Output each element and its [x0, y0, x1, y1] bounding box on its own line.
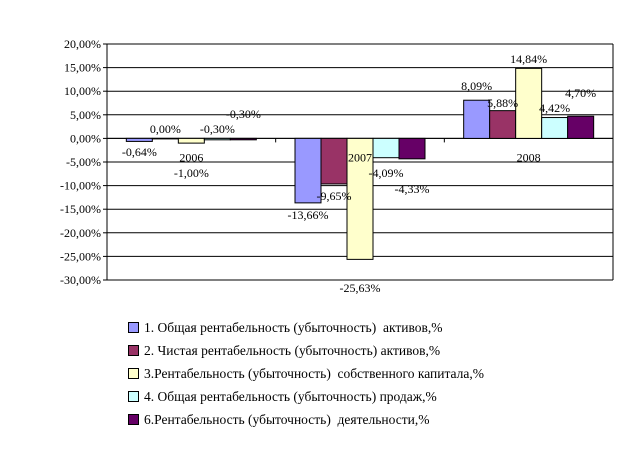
data-label: 4,70%	[565, 86, 596, 100]
y-tick-label: 10,00%	[64, 84, 101, 98]
chart-legend: 1. Общая рентабельность (убыточность) ак…	[128, 316, 484, 431]
legend-label: 6.Рентабельность (убыточность) деятельно…	[144, 412, 430, 427]
y-tick-label: -10,00%	[60, 179, 101, 193]
bar	[489, 110, 517, 139]
y-tick-label: 5,00%	[70, 108, 101, 122]
data-label: -0,64%	[122, 145, 157, 159]
bar	[515, 67, 543, 139]
legend-item: 2. Чистая рентабельность (убыточность) а…	[128, 339, 484, 362]
legend-swatch	[128, 368, 139, 379]
data-label: -25,63%	[340, 281, 381, 295]
y-tick-label: 15,00%	[64, 61, 101, 75]
legend-item: 1. Общая рентабельность (убыточность) ак…	[128, 316, 484, 339]
legend-item: 3.Рентабельность (убыточность) собственн…	[128, 362, 484, 385]
data-label: 4,42%	[539, 101, 570, 115]
x-tick-label: 2006	[179, 150, 203, 164]
bar	[229, 137, 257, 141]
y-tick-label: -30,00%	[60, 273, 101, 287]
legend-item: 6.Рентабельность (убыточность) деятельно…	[128, 408, 484, 431]
bar	[151, 137, 179, 140]
y-tick-label: 0,00%	[70, 131, 101, 145]
y-tick-label: -25,00%	[60, 249, 101, 263]
legend-label: 4. Общая рентабельность (убыточность) пр…	[144, 389, 437, 404]
bar	[294, 137, 322, 204]
data-label: -4,33%	[395, 182, 430, 196]
legend-swatch	[128, 414, 139, 425]
data-label: 0,00%	[150, 122, 181, 136]
bar	[541, 117, 569, 139]
bar	[177, 137, 205, 144]
bar	[203, 137, 231, 141]
bar	[125, 137, 153, 142]
legend-swatch	[128, 345, 139, 356]
x-tick-label: 2008	[517, 150, 541, 164]
bar	[320, 137, 348, 185]
y-tick-label: -20,00%	[60, 226, 101, 240]
y-tick-label: -15,00%	[60, 202, 101, 216]
legend-label: 3.Рентабельность (убыточность) собственн…	[144, 366, 485, 381]
y-tick-label: -5,00%	[66, 155, 101, 169]
data-label: -13,66%	[288, 208, 329, 222]
data-label: 8,09%	[461, 79, 492, 93]
data-label: -4,09%	[369, 166, 404, 180]
x-tick-label: 2007	[348, 150, 372, 164]
bar	[463, 99, 491, 139]
data-label: -9,65%	[317, 189, 352, 203]
data-label: -0,30%	[226, 107, 261, 121]
bar	[398, 137, 426, 160]
data-label: 14,84%	[510, 52, 547, 66]
legend-label: 2. Чистая рентабельность (убыточность) а…	[144, 343, 441, 358]
data-label: 5,88%	[487, 96, 518, 110]
bar	[567, 115, 595, 139]
legend-item: 4. Общая рентабельность (убыточность) пр…	[128, 385, 484, 408]
legend-swatch	[128, 391, 139, 402]
data-label: -1,00%	[174, 166, 209, 180]
data-label: -0,30%	[200, 122, 235, 136]
legend-swatch	[128, 322, 139, 333]
legend-label: 1. Общая рентабельность (убыточность) ак…	[144, 320, 443, 335]
bar	[346, 137, 374, 260]
bar	[372, 137, 400, 159]
y-tick-label: 20,00%	[64, 37, 101, 51]
